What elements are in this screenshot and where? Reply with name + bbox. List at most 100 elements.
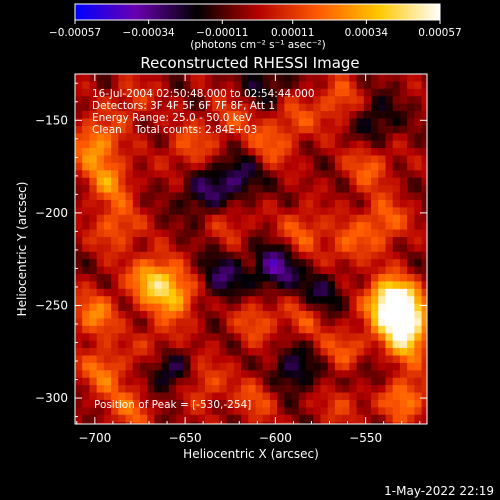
image-pixel (306, 318, 314, 327)
image-pixel (334, 81, 343, 90)
image-pixel (212, 192, 221, 201)
image-pixel (103, 74, 112, 83)
image-pixel (334, 296, 343, 305)
image-pixel (255, 133, 264, 142)
image-pixel (212, 348, 221, 357)
image-pixel (147, 118, 156, 127)
image-pixel (363, 81, 372, 90)
image-pixel (147, 96, 156, 105)
image-pixel (371, 385, 379, 394)
image-pixel (139, 177, 148, 186)
image-pixel (82, 407, 91, 416)
image-pixel (241, 236, 249, 245)
image-pixel (176, 199, 184, 208)
image-pixel (111, 399, 119, 408)
image-pixel (154, 370, 163, 379)
image-pixel (176, 140, 184, 149)
image-pixel (111, 259, 119, 268)
image-pixel (89, 118, 98, 127)
image-pixel (349, 311, 358, 320)
image-pixel (334, 377, 343, 386)
image-pixel (183, 125, 192, 134)
image-pixel (241, 177, 249, 186)
image-pixel (139, 340, 148, 349)
image-pixel (407, 281, 415, 290)
image-pixel (378, 74, 387, 83)
image-pixel (378, 96, 387, 105)
image-pixel (82, 125, 91, 134)
image-pixel (248, 281, 257, 290)
image-pixel (342, 325, 350, 334)
y-tick-label: −150 (35, 113, 68, 127)
image-pixel (363, 318, 372, 327)
image-pixel (111, 133, 119, 142)
image-pixel (255, 399, 264, 408)
image-pixel (176, 222, 184, 231)
image-pixel (255, 318, 264, 327)
image-pixel (392, 333, 401, 342)
image-pixel (277, 325, 285, 334)
chart-title: Reconstructed RHESSI Image (140, 54, 359, 72)
image-pixel (334, 274, 343, 283)
image-pixel (284, 199, 293, 208)
image-pixel (183, 81, 192, 90)
image-pixel (125, 422, 134, 424)
image-pixel (378, 185, 387, 194)
image-pixel (407, 148, 415, 157)
image-pixel (219, 325, 228, 334)
image-pixel (125, 236, 134, 245)
image-pixel (125, 407, 134, 416)
image-pixel (356, 362, 365, 371)
image-pixel (392, 392, 401, 401)
image-pixel (298, 214, 307, 223)
image-pixel (255, 214, 264, 223)
image-pixel (154, 281, 163, 290)
image-pixel (125, 333, 134, 342)
image-pixel (255, 170, 264, 179)
image-pixel (327, 422, 336, 424)
image-pixel (320, 318, 329, 327)
image-pixel (248, 296, 257, 305)
image-pixel (392, 355, 401, 364)
image-pixel (269, 192, 278, 201)
image-pixel (371, 377, 379, 386)
image-pixel (154, 377, 163, 386)
image-pixel (248, 333, 257, 342)
image-pixel (342, 407, 350, 416)
image-pixel (298, 133, 307, 142)
image-pixel (154, 103, 163, 112)
image-pixel (421, 103, 427, 112)
image-pixel (111, 170, 119, 179)
image-pixel (363, 392, 372, 401)
image-pixel (147, 274, 156, 283)
image-pixel (407, 274, 415, 283)
image-pixel (313, 207, 322, 216)
image-pixel (306, 199, 314, 208)
image-pixel (219, 170, 228, 179)
image-pixel (197, 96, 206, 105)
annotation-time: 16-Jul-2004 02:50:48.000 to 02:54:44.000 (92, 88, 315, 100)
image-pixel (154, 81, 163, 90)
image-pixel (269, 392, 278, 401)
image-pixel (421, 148, 427, 157)
image-pixel (378, 236, 387, 245)
image-pixel (342, 259, 350, 268)
image-pixel (147, 162, 156, 171)
image-pixel (103, 244, 112, 253)
image-pixel (269, 229, 278, 238)
image-pixel (385, 348, 394, 357)
image-pixel (226, 288, 235, 297)
image-pixel (176, 118, 184, 127)
image-pixel (82, 88, 91, 97)
image-pixel (219, 407, 228, 416)
image-pixel (320, 377, 329, 386)
image-pixel (421, 311, 427, 320)
image-pixel (111, 392, 119, 401)
image-pixel (306, 385, 314, 394)
image-pixel (262, 259, 271, 268)
image-pixel (306, 333, 314, 342)
image-pixel (125, 318, 134, 327)
image-pixel (176, 348, 184, 357)
image-pixel (154, 266, 163, 275)
